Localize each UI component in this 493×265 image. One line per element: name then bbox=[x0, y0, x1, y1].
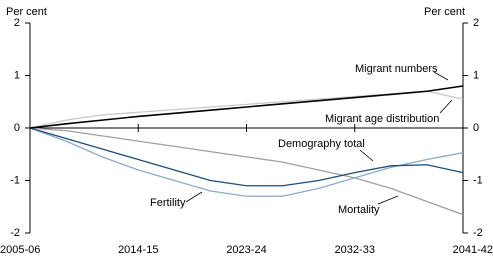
legend-label: Fertility bbox=[150, 197, 186, 209]
x-tick-label: 2041-42 bbox=[453, 244, 493, 256]
leader-line bbox=[377, 195, 399, 205]
leader-line bbox=[439, 99, 453, 114]
x-tick-label: 2014-15 bbox=[118, 244, 158, 256]
y-tick-label: -2 bbox=[10, 227, 20, 239]
legend-label: Migrant age distribution bbox=[325, 113, 439, 125]
line-series bbox=[29, 127, 464, 187]
x-tick-label: 2005-06 bbox=[0, 244, 40, 256]
y-tick-label: 0 bbox=[14, 122, 20, 134]
y-axis-label: Per cent bbox=[6, 6, 47, 18]
x-tick-label: 2032-33 bbox=[335, 244, 375, 256]
y2-tick-label: -1 bbox=[473, 174, 483, 186]
y2-tick-label: 2 bbox=[473, 17, 479, 29]
legend-label: Demography total bbox=[278, 138, 365, 150]
legend-label: Migrant numbers bbox=[355, 63, 438, 75]
y-tick-label: 2 bbox=[14, 17, 20, 29]
leader-line bbox=[359, 149, 374, 162]
leader-line bbox=[185, 191, 203, 203]
y-tick-label: -1 bbox=[10, 174, 20, 186]
x-tick-label: 2023-24 bbox=[226, 244, 266, 256]
y-tick-label: 1 bbox=[14, 69, 20, 81]
y2-tick-label: 0 bbox=[473, 122, 479, 134]
y2-tick-label: 1 bbox=[473, 69, 479, 81]
line-series bbox=[29, 127, 464, 197]
line-series bbox=[29, 127, 464, 216]
line-series bbox=[29, 85, 464, 129]
legend-label: Mortality bbox=[338, 204, 380, 216]
leader-line bbox=[433, 71, 449, 81]
y2-tick-label: -2 bbox=[473, 227, 483, 239]
y2-axis-label: Per cent bbox=[424, 6, 465, 18]
